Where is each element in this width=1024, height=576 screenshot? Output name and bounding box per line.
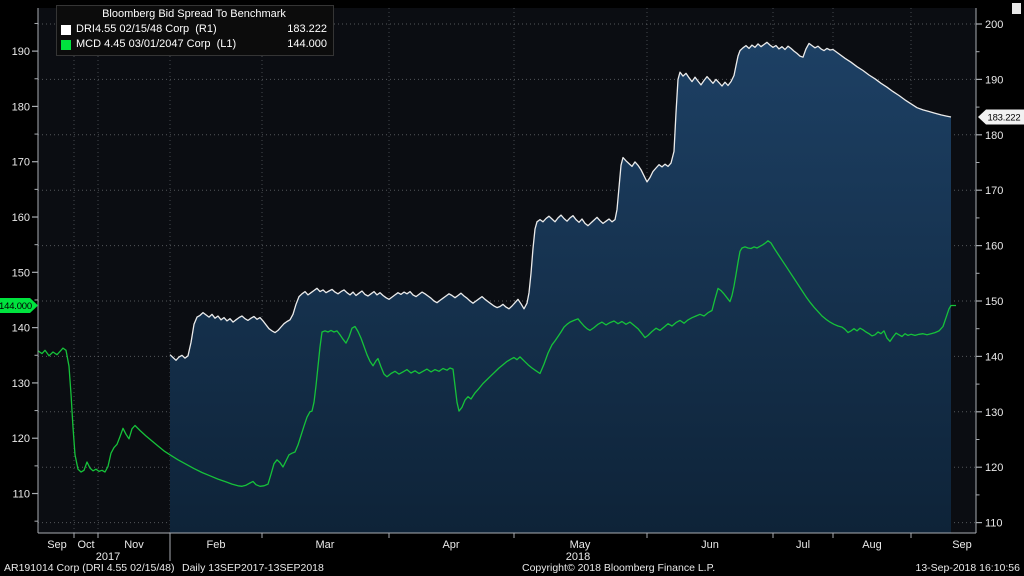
dri-series-label: DRI4.55 02/15/48 Corp (R1) [76, 23, 217, 35]
left-axis-label-120: 120 [12, 433, 30, 445]
right-axis-label-130: 130 [985, 407, 1003, 419]
right-axis-label-110: 110 [985, 518, 1003, 530]
x-axis-month-Apr: Apr [442, 539, 459, 551]
left-axis-label-130: 130 [12, 378, 30, 390]
window-control-icon[interactable] [1012, 3, 1021, 14]
mcd-series-swatch [61, 39, 71, 50]
x-axis-month-Feb: Feb [207, 539, 226, 551]
dri-value-badge[interactable] [978, 109, 1024, 125]
right-axis-label-140: 140 [985, 351, 1003, 363]
legend-row-dri[interactable]: DRI4.55 02/15/48 Corp (R1) 183.222 [61, 22, 327, 37]
dri-line[interactable] [169, 41, 952, 361]
x-axis-month-Jun: Jun [701, 539, 719, 551]
x-axis-month-May: May [570, 539, 591, 551]
dri-series-swatch [61, 24, 71, 35]
timestamp: 13-Sep-2018 16:10:56 [915, 562, 1020, 574]
x-axis-year-2018: 2018 [566, 551, 590, 561]
left-axis-label-140: 140 [12, 323, 30, 335]
chart-title: Bloomberg Bid Spread To Benchmark [102, 8, 286, 20]
left-axis-label-190: 190 [12, 46, 30, 58]
mcd-value-badge-text: 144.000 [0, 301, 32, 312]
right-axis-label-160: 160 [985, 241, 1003, 253]
right-axis-label-120: 120 [985, 462, 1003, 474]
left-axis-label-180: 180 [12, 101, 30, 113]
copyright-text: Copyright© 2018 Bloomberg Finance L.P. [522, 562, 716, 574]
right-axis-label-170: 170 [985, 185, 1003, 197]
dri-area-fill [170, 42, 951, 534]
x-axis-year-2017: 2017 [96, 551, 120, 561]
left-axis-label-170: 170 [12, 157, 30, 169]
status-bar: AR191014 Corp (DRI 4.55 02/15/48) Daily … [0, 561, 1024, 576]
spread-chart: 190 180 170 160 150 140 130 120 110 200 190 180 170 1… [0, 8, 1024, 563]
x-axis-month-Mar: Mar [316, 539, 335, 551]
mcd-series-last-value: 144.000 [287, 38, 327, 50]
x-axis-month-Jul: Jul [796, 539, 810, 551]
dri-value-badge-text: 183.222 [988, 112, 1021, 123]
right-axis-label-200: 200 [985, 19, 1003, 31]
x-axis-month-Oct: Oct [77, 539, 94, 551]
mcd-value-badge[interactable] [0, 298, 38, 313]
chart-legend: Bloomberg Bid Spread To Benchmark DRI4.5… [56, 5, 334, 56]
left-axis-label-110: 110 [12, 489, 30, 501]
x-axis-month-Sep: Sep [952, 539, 972, 551]
left-axis-label-160: 160 [12, 212, 30, 224]
legend-row-mcd[interactable]: MCD 4.45 03/01/2047 Corp (L1) 144.000 [61, 37, 327, 52]
periodicity-range: Daily 13SEP2017-13SEP2018 [182, 562, 324, 574]
right-axis-label-190: 190 [985, 74, 1003, 86]
x-axis-month-Nov: Nov [124, 539, 144, 551]
x-axis-month-Sep: Sep [47, 539, 67, 551]
right-axis-label-180: 180 [985, 130, 1003, 142]
security-description: AR191014 Corp (DRI 4.55 02/15/48) [4, 562, 175, 574]
mcd-series-label: MCD 4.45 03/01/2047 Corp (L1) [76, 38, 237, 50]
right-axis-label-150: 150 [985, 296, 1003, 308]
mcd-line[interactable] [37, 240, 956, 487]
left-axis-label-150: 150 [12, 267, 30, 279]
x-axis-month-Aug: Aug [862, 539, 882, 551]
dri-series-last-value: 183.222 [287, 23, 327, 35]
